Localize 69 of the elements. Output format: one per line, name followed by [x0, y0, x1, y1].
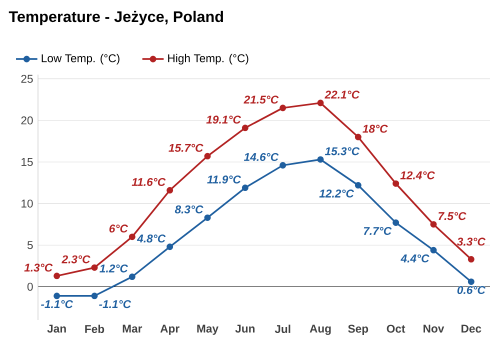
x-tick-label: Nov: [424, 324, 444, 333]
data-label: -1.1°C: [41, 300, 74, 308]
point: [468, 256, 474, 263]
x-tick-label: Mar: [122, 324, 142, 333]
point: [242, 124, 248, 132]
point: [166, 186, 174, 194]
point: [204, 214, 211, 221]
data-label: 11.6°C: [132, 178, 166, 186]
data-label: 15.3°C: [324, 147, 360, 156]
data-label: 2.3°C: [62, 255, 90, 264]
data-label: 1.3°C: [24, 264, 53, 272]
data-label: 4.4°C: [400, 254, 430, 262]
legend-label: High Temp. (°C): [168, 54, 248, 64]
y-tick-label: 5: [27, 241, 33, 250]
data-label: 14.6°C: [244, 153, 279, 162]
data-label: 11.9°C: [207, 175, 242, 184]
point: [128, 234, 136, 240]
y-tick-label: 20: [21, 116, 33, 124]
y-tick-label: 25: [21, 74, 33, 83]
legend-label: Low Temp. (°C): [42, 54, 120, 64]
data-label: 12.2°C: [319, 190, 354, 198]
chart-title: Temperature - Jeżyce, Poland: [8, 10, 223, 26]
data-label: 1.2°C: [100, 264, 128, 272]
data-label: 4.8°C: [136, 234, 166, 243]
data-label: 7.7°C: [364, 226, 392, 235]
x-tick-label: Apr: [160, 324, 180, 335]
y-tick-label: 0: [27, 282, 33, 291]
point: [91, 264, 98, 271]
y-tick-label: 10: [22, 200, 33, 208]
point: [430, 246, 437, 254]
point: [317, 100, 324, 106]
data-label: 18°C: [362, 124, 388, 133]
point: [354, 134, 362, 140]
point: [166, 244, 174, 250]
point: [91, 292, 98, 300]
point: [242, 184, 248, 192]
point: [280, 162, 286, 169]
point: [54, 272, 60, 280]
y-tick-label: 15: [22, 158, 33, 166]
point: [280, 104, 286, 112]
x-tick-label: May: [197, 324, 218, 335]
x-tick-label: Aug: [310, 324, 331, 335]
x-tick-label: Jun: [235, 324, 255, 333]
x-tick-label: Jan: [47, 324, 66, 333]
data-label: 3.3°C: [457, 238, 486, 246]
point: [392, 180, 400, 187]
data-label: 7.5°C: [438, 212, 466, 220]
data-label: 21.5°C: [244, 96, 279, 104]
point: [54, 292, 60, 300]
x-tick-label: Jul: [274, 324, 290, 334]
data-label: -1.1°C: [99, 300, 132, 308]
x-tick-label: Feb: [85, 324, 104, 334]
x-tick-label: Sep: [348, 324, 368, 335]
data-label: 6°C: [109, 224, 128, 233]
data-label: 15.7°C: [168, 144, 204, 152]
data-label: 0.6°C: [457, 286, 486, 294]
point: [128, 273, 136, 280]
data-label: 19.1°C: [206, 116, 242, 124]
x-tick-label: Dec: [462, 324, 482, 333]
data-label: 22.1°C: [324, 90, 360, 99]
point: [317, 156, 324, 163]
data-label: 8.3°C: [174, 205, 204, 214]
x-tick-label: Oct: [386, 324, 406, 333]
point: [354, 182, 362, 189]
point: [392, 219, 400, 226]
point: [430, 221, 437, 228]
data-label: 12.4°C: [400, 171, 436, 180]
point: [204, 152, 211, 160]
point: [468, 278, 474, 286]
